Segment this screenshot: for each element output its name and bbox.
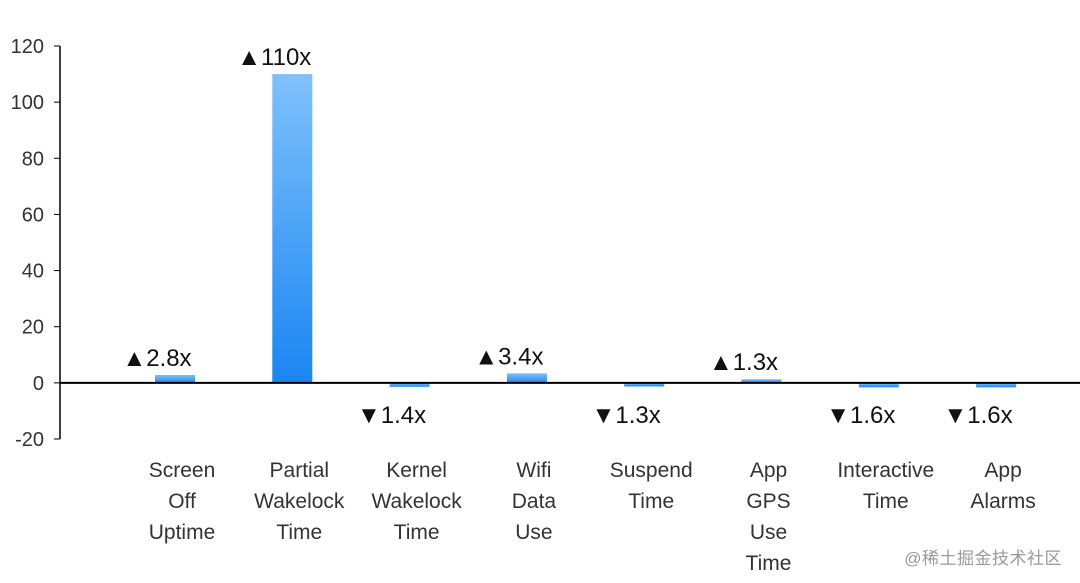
data-label: ▼1.6x [944,402,1013,429]
category-label: Data [512,490,557,513]
y-tick-label: 60 [22,204,44,226]
category-label: Interactive [837,459,934,482]
category-label: Kernel [386,459,447,482]
category-labels: Screen Off Uptime Partial Wakelock Time Kernel… [149,459,1036,575]
category-label: Use [750,521,787,544]
y-tick-label: 0 [33,373,44,395]
bar [976,382,1017,388]
category-label: Suspend [610,459,693,482]
category-label: GPS [746,490,790,513]
y-tick-label: 120 [11,36,44,58]
category-label: Screen [149,459,216,482]
bar [389,382,430,387]
category-label: Wakelock [254,490,345,513]
y-tick-label: 40 [22,261,44,283]
y-tick-label: -20 [15,429,44,451]
bar [506,373,547,383]
category-label: Time [628,490,674,513]
category-label: Partial [270,459,330,482]
category-label: Off [168,490,196,513]
bar [858,382,899,388]
category-label: Time [746,552,792,575]
category-label: App [750,459,787,482]
data-label: ▲1.3x [709,349,778,376]
data-label: ▲2.8x [122,345,191,372]
data-label: ▲110x [237,44,311,71]
data-label: ▲3.4x [474,343,543,370]
y-tick-label: 80 [22,148,44,170]
category-label: Wifi [516,459,551,482]
bar [155,374,195,383]
category-label: Time [276,521,322,544]
category-label: App [984,459,1021,482]
data-label: ▼1.4x [357,402,426,429]
y-tick-label: 20 [22,317,44,339]
y-tick-label: 100 [11,92,44,114]
bar [272,74,313,383]
category-label: Wakelock [371,490,462,513]
y-axis-ticks: 120 100 80 60 40 20 0 -20 [11,36,60,451]
bar [741,379,782,383]
category-label: Uptime [149,521,216,544]
category-label: Alarms [970,490,1035,513]
data-label: ▼1.6x [826,402,895,429]
data-labels: ▲2.8x ▲110x ▼1.4x ▲3.4x ▼1.3x ▲1.3x ▼1.6x ▼1.6x [122,44,1012,429]
data-label: ▼1.3x [592,402,661,429]
watermark: @稀土掘金技术社区 [904,549,1062,568]
category-label: Time [863,490,909,513]
bar [624,382,665,387]
bars [155,74,1017,388]
category-label: Time [394,521,440,544]
category-label: Use [515,521,552,544]
